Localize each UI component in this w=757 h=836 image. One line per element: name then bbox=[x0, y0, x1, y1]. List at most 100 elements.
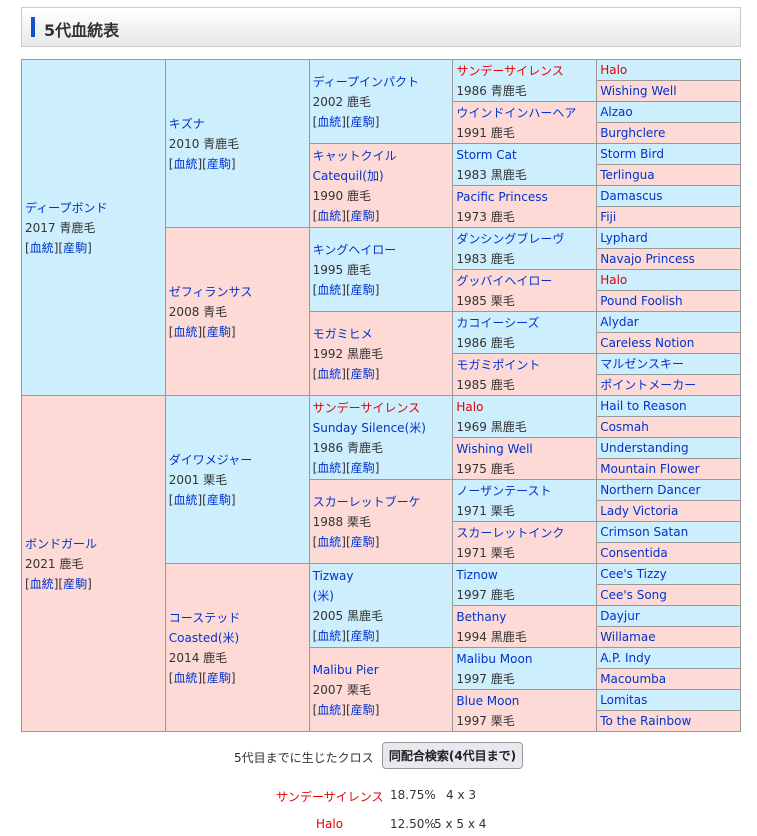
horse-name-link[interactable]: Cee's Song bbox=[600, 588, 667, 602]
horse-name-link[interactable]: Damascus bbox=[600, 189, 663, 203]
pedigree-link[interactable]: 血統 bbox=[173, 492, 198, 507]
horse-name-link[interactable]: スカーレットインク bbox=[456, 525, 565, 540]
progeny-link[interactable]: 産駒 bbox=[206, 492, 231, 507]
horse-name-link[interactable]: Dayjur bbox=[600, 609, 640, 623]
progeny-link[interactable]: 産駒 bbox=[206, 324, 231, 339]
horse-name-link[interactable]: モガミヒメ bbox=[312, 326, 373, 341]
horse-name-link[interactable]: ダイワメジャー bbox=[168, 452, 253, 467]
horse-name-link[interactable]: キングヘイロー bbox=[312, 242, 397, 257]
horse-name-link[interactable]: ディープボンド bbox=[25, 200, 108, 215]
progeny-link[interactable]: 産駒 bbox=[63, 576, 88, 591]
pedigree-link[interactable]: 血統 bbox=[173, 324, 198, 339]
progeny-link[interactable]: 産駒 bbox=[350, 460, 375, 475]
horse-name-link[interactable]: Malibu Pier bbox=[312, 662, 379, 677]
pedigree-link[interactable]: 血統 bbox=[317, 366, 342, 381]
horse-name-link[interactable]: Lyphard bbox=[600, 231, 648, 245]
horse-name-link[interactable]: ポイントメーカー bbox=[600, 378, 697, 392]
horse-name-link[interactable]: To the Rainbow bbox=[600, 714, 692, 728]
horse-name-link[interactable]: Cee's Tizzy bbox=[600, 567, 667, 581]
pedigree-link[interactable]: 血統 bbox=[317, 628, 342, 643]
pedigree-link[interactable]: 血統 bbox=[317, 534, 342, 549]
horse-name-link[interactable]: ボンドガール bbox=[25, 536, 98, 551]
horse-name-link[interactable]: Crimson Satan bbox=[600, 525, 689, 539]
horse-name-link[interactable]: グッバイヘイロー bbox=[456, 273, 553, 288]
pedigree-link[interactable]: 血統 bbox=[29, 240, 54, 255]
progeny-link[interactable]: 産駒 bbox=[350, 534, 375, 549]
horse-name-link[interactable]: コーステッド bbox=[168, 610, 241, 625]
cross-horse-link[interactable]: Halo bbox=[316, 817, 344, 831]
progeny-link[interactable]: 産駒 bbox=[206, 156, 231, 171]
horse-name-link[interactable]: Wishing Well bbox=[600, 84, 677, 98]
pedigree-link[interactable]: 血統 bbox=[173, 670, 198, 685]
horse-name-link[interactable]: Malibu Moon bbox=[456, 651, 533, 666]
horse-name-link[interactable]: スカーレットブーケ bbox=[312, 494, 421, 509]
horse-name-link[interactable]: Northern Dancer bbox=[600, 483, 701, 497]
horse-name-link[interactable]: サンデーサイレンス bbox=[456, 63, 564, 78]
horse-name-link[interactable]: Navajo Princess bbox=[600, 252, 695, 266]
horse-name-link[interactable]: サンデーサイレンス bbox=[312, 400, 421, 415]
horse-name-link[interactable]: Careless Notion bbox=[600, 336, 695, 350]
cross-horse-link[interactable]: サンデーサイレンス bbox=[276, 790, 384, 804]
pedigree-link[interactable]: 血統 bbox=[317, 282, 342, 297]
horse-name-en-link[interactable]: (米) bbox=[312, 588, 334, 603]
progeny-link[interactable]: 産駒 bbox=[350, 628, 375, 643]
horse-name-link[interactable]: ウインドインハーヘア bbox=[456, 105, 577, 120]
horse-name-link[interactable]: Storm Cat bbox=[456, 147, 517, 162]
horse-name-link[interactable]: Lady Victoria bbox=[600, 504, 679, 518]
horse-name-link[interactable]: Tiznow bbox=[456, 567, 498, 582]
horse-name-link[interactable]: Halo bbox=[600, 273, 628, 287]
horse-name-link[interactable]: Terlingua bbox=[600, 168, 655, 182]
horse-name-link[interactable]: Fiji bbox=[600, 210, 617, 224]
progeny-link[interactable]: 産駒 bbox=[350, 702, 375, 717]
horse-name-link[interactable]: Cosmah bbox=[600, 420, 649, 434]
horse-name-link[interactable]: キャットクイル bbox=[312, 148, 397, 163]
horse-name-link[interactable]: Macoumba bbox=[600, 672, 667, 686]
same-breeding-search-button[interactable]: 同配合検索(4代目まで) bbox=[382, 742, 523, 769]
progeny-link[interactable]: 産駒 bbox=[350, 114, 375, 129]
horse-name-en-link[interactable]: Sunday Silence(米) bbox=[312, 420, 426, 435]
horse-name-link[interactable]: ディープインパクト bbox=[312, 74, 420, 89]
horse-name-link[interactable]: ダンシングブレーヴ bbox=[456, 231, 565, 246]
horse-name-link[interactable]: Blue Moon bbox=[456, 693, 520, 708]
horse-name-link[interactable]: Pound Foolish bbox=[600, 294, 683, 308]
horse-name-link[interactable]: Hail to Reason bbox=[600, 399, 687, 413]
horse-name-link[interactable]: A.P. Indy bbox=[600, 651, 651, 665]
section-header: 5代血統表 bbox=[21, 7, 741, 47]
horse-name-en-link[interactable]: Catequil(加) bbox=[312, 168, 384, 183]
pedigree-link[interactable]: 血統 bbox=[317, 460, 342, 475]
pedigree-link[interactable]: 血統 bbox=[317, 208, 342, 223]
horse-name-link[interactable]: Alzao bbox=[600, 105, 633, 119]
horse-name-link[interactable]: Halo bbox=[456, 399, 484, 414]
progeny-link[interactable]: 産駒 bbox=[350, 282, 375, 297]
horse-name-link[interactable]: Halo bbox=[600, 63, 628, 77]
horse-name-link[interactable]: Storm Bird bbox=[600, 147, 664, 161]
horse-name-link[interactable]: Tizway bbox=[312, 568, 354, 583]
horse-name-link[interactable]: Understanding bbox=[600, 441, 689, 455]
horse-name-link[interactable]: Consentida bbox=[600, 546, 668, 560]
gen3-ancestor-cell: モガミヒメ 1992 黒鹿毛 [血統][産駒] bbox=[308, 311, 454, 396]
pedigree-link[interactable]: 血統 bbox=[173, 156, 198, 171]
horse-name-link[interactable]: Willamae bbox=[600, 630, 656, 644]
pedigree-link[interactable]: 血統 bbox=[317, 114, 342, 129]
horse-name-link[interactable]: キズナ bbox=[168, 116, 205, 131]
horse-name-link[interactable]: モガミポイント bbox=[456, 357, 541, 372]
horse-name-link[interactable]: Burghclere bbox=[600, 126, 666, 140]
progeny-link[interactable]: 産駒 bbox=[350, 366, 375, 381]
horse-name-link[interactable]: Mountain Flower bbox=[600, 462, 700, 476]
horse-name-link[interactable]: マルゼンスキー bbox=[600, 357, 684, 371]
pedigree-row: Pound Foolish bbox=[22, 290, 741, 312]
horse-name-link[interactable]: Bethany bbox=[456, 609, 507, 624]
pedigree-link[interactable]: 血統 bbox=[317, 702, 342, 717]
horse-name-link[interactable]: Pacific Princess bbox=[456, 189, 548, 204]
horse-name-link[interactable]: ゼフィランサス bbox=[168, 284, 253, 299]
progeny-link[interactable]: 産駒 bbox=[350, 208, 375, 223]
horse-name-link[interactable]: ノーザンテースト bbox=[456, 483, 552, 498]
horse-name-link[interactable]: Alydar bbox=[600, 315, 639, 329]
progeny-link[interactable]: 産駒 bbox=[206, 670, 231, 685]
horse-name-link[interactable]: Wishing Well bbox=[456, 441, 533, 456]
progeny-link[interactable]: 産駒 bbox=[63, 240, 88, 255]
pedigree-link[interactable]: 血統 bbox=[29, 576, 54, 591]
horse-name-link[interactable]: カコイーシーズ bbox=[456, 315, 540, 330]
horse-name-en-link[interactable]: Coasted(米) bbox=[168, 630, 240, 645]
horse-name-link[interactable]: Lomitas bbox=[600, 693, 648, 707]
